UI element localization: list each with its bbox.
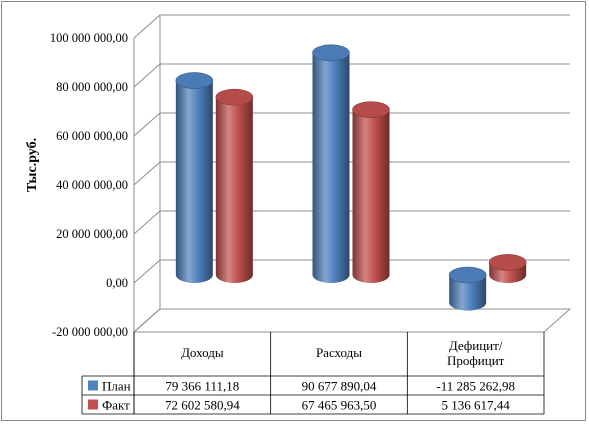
legend-label-План: План [102,379,131,394]
data-label: 5 136 617,44 [442,398,511,413]
data-label: 67 465 963,50 [302,398,377,413]
cylinder-body [449,275,487,311]
data-label: 72 602 580,94 [165,398,240,413]
y-tick-label: 80 000 000,00 [56,80,128,94]
y-tick-label: -20 000 000,00 [52,325,128,339]
data-table: Доходы Расходы Дефицит/Профицит План 79 366 … [81,332,545,415]
cylinder-body [215,97,253,283]
bar-Факт-0 [215,88,254,283]
bar-Факт-2 [488,254,527,284]
y-tick-label: 20 000 000,00 [56,227,128,241]
cylinder-cap [215,88,254,106]
y-tick-label: 100 000 000,00 [50,31,128,45]
cylinder-cap [175,72,214,89]
bar-Факт-1 [352,101,390,283]
cylinder-body [175,80,213,283]
legend-key-Факт [88,399,98,410]
cylinder-cap [488,254,527,271]
legend-label-Факт: Факт [102,398,130,413]
data-label: 79 366 111,18 [165,379,239,394]
category-label: Дефицит/Профицит [447,338,505,368]
category-label-line: Доходы [181,345,224,360]
floor [132,308,572,333]
data-label: -11 285 262,98 [436,379,515,394]
category-label-line: Расходы [316,345,362,360]
bar-План-0 [175,72,214,283]
bar-План-1 [312,44,350,283]
cylinder-body [352,109,390,283]
data-label: 90 677 890,04 [302,379,377,394]
bar-План-2 [448,266,487,311]
y-tick-label: 0,00 [106,276,128,290]
category-label: Доходы [181,345,224,360]
cylinder-cap [352,101,390,119]
y-axis-title: Тыс.руб. [25,138,40,192]
cylinder-cap [312,44,350,62]
y-tick-label: 40 000 000,00 [56,178,128,192]
legend-key-План [88,380,98,391]
category-label-line: Профицит [447,353,505,368]
chart-frame: -20 000 000,00 0,00 20 000 000,00 40 000 00… [1,1,586,421]
cylinder-body [312,52,350,283]
cylinder-cap [448,266,487,284]
category-label: Расходы [316,345,362,360]
y-tick-label: 60 000 000,00 [56,129,128,143]
bar-chart: -20 000 000,00 0,00 20 000 000,00 40 000 00… [25,14,572,415]
category-label-line: Дефицит/ [449,338,503,353]
